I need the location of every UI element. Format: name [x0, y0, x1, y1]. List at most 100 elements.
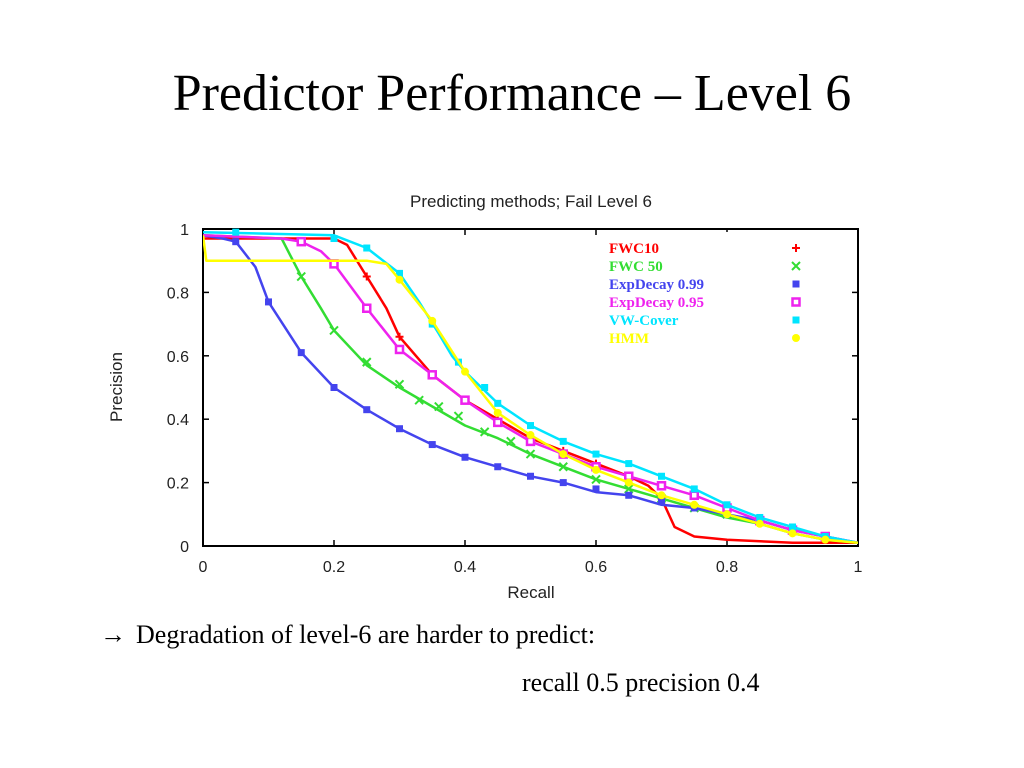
data-point-hmm	[493, 408, 502, 417]
data-point-vw-cover	[330, 235, 338, 243]
legend-label-hmm: HMM	[609, 331, 649, 347]
data-point-hmm	[690, 500, 699, 509]
data-point-expdecay-0-95	[460, 395, 470, 405]
data-point-expdecay-0-99	[265, 298, 272, 306]
data-point-fwc-50	[434, 401, 444, 412]
x-tick-label: 0	[199, 559, 208, 576]
data-point-vw-cover	[625, 460, 633, 468]
data-point-fwc-50	[296, 271, 306, 282]
x-tick-label: 0.2	[323, 559, 345, 576]
data-point-expdecay-0-99	[494, 463, 502, 471]
data-point-hmm	[428, 316, 437, 325]
legend-marker-vw-cover	[792, 316, 800, 324]
slide-title: Predictor Performance – Level 6	[172, 65, 852, 122]
y-axis-label: Precision	[107, 352, 126, 422]
data-point-fwc-50	[479, 427, 490, 437]
x-axis-label: Recall	[507, 583, 554, 602]
legend-marker-fwc10	[792, 244, 800, 252]
data-point-expdecay-0-95	[656, 481, 667, 491]
data-point-fwc-50	[414, 395, 424, 405]
data-point-fwc-50	[624, 484, 634, 494]
data-point-expdecay-0-99	[428, 441, 436, 449]
data-point-expdecay-0-95	[296, 236, 306, 247]
legend-label-expdecay-0-99: ExpDecay 0.99	[609, 277, 704, 293]
legend-marker-expdecay-0-95	[791, 297, 801, 307]
series-line-fwc-50	[203, 234, 858, 545]
x-tick-label: 0.4	[454, 559, 476, 576]
data-point-expdecay-0-99	[363, 406, 371, 414]
bullet-subtext: recall 0.5 precision 0.4	[522, 668, 760, 697]
data-point-expdecay-0-99	[330, 384, 338, 391]
bullet-text: Degradation of level-6 are harder to pre…	[136, 620, 596, 649]
series-line-expdecay-0-95	[203, 234, 858, 545]
data-point-expdecay-0-95	[493, 417, 503, 428]
data-point-fwc-50	[506, 436, 516, 447]
data-point-hmm	[624, 478, 633, 487]
data-point-fwc-50	[558, 462, 568, 472]
arrow-icon: →	[100, 620, 126, 649]
data-point-vw-cover	[690, 485, 698, 493]
y-tick-label: 1	[180, 222, 189, 239]
y-tick-label: 0.8	[167, 285, 189, 302]
data-point-expdecay-0-99	[527, 472, 534, 480]
data-point-hmm	[461, 367, 469, 376]
data-point-expdecay-0-95	[427, 370, 437, 380]
x-tick-label: 0.6	[585, 559, 607, 576]
data-point-vw-cover	[232, 228, 240, 236]
y-tick-label: 0.6	[167, 349, 189, 366]
legend-label-fwc-50: FWC 50	[609, 259, 663, 275]
series-line-hmm	[203, 235, 858, 545]
data-point-vw-cover	[494, 399, 502, 407]
data-point-expdecay-0-99	[658, 498, 665, 506]
legend-marker-hmm	[792, 334, 800, 342]
data-point-fwc-50	[329, 325, 339, 336]
data-point-hmm	[821, 535, 830, 544]
data-point-expdecay-0-99	[592, 485, 600, 493]
data-point-expdecay-0-99	[625, 491, 633, 499]
data-point-hmm	[559, 450, 568, 459]
series-line-expdecay-0-99	[203, 234, 858, 545]
data-point-fwc10	[362, 272, 371, 281]
data-point-fwc-50	[525, 449, 536, 459]
legend-background	[597, 232, 759, 342]
data-point-hmm	[657, 491, 666, 500]
plot-frame	[202, 228, 859, 547]
chart-title: Predicting methods; Fail Level 6	[410, 192, 652, 211]
y-tick-label: 0.4	[167, 412, 189, 429]
legend-label-vw-cover: VW-Cover	[609, 313, 679, 329]
data-point-vw-cover	[363, 244, 371, 252]
data-point-vw-cover	[481, 384, 489, 391]
data-point-fwc-50	[591, 474, 601, 485]
data-point-hmm	[788, 529, 797, 538]
data-point-expdecay-0-99	[461, 453, 469, 461]
plot-area: 0 0.2 0.4 0.6 0.8 1 0 0.2 0.4 0.6 0.8 1 FWC10 FWC 50 E…	[167, 222, 863, 576]
legend-label-expdecay-0-95: ExpDecay 0.95	[609, 295, 704, 311]
data-point-vw-cover	[756, 513, 764, 521]
data-point-fwc10	[395, 332, 404, 341]
data-point-expdecay-0-95	[689, 490, 699, 501]
data-point-expdecay-0-99	[297, 349, 305, 357]
data-point-hmm	[723, 510, 731, 519]
legend-marker-expdecay-0-99	[792, 280, 800, 288]
legend-marker-fwc-50	[791, 261, 801, 271]
data-point-fwc-50	[394, 379, 405, 390]
data-point-vw-cover	[527, 422, 534, 430]
data-point-expdecay-0-99	[559, 479, 567, 487]
y-tick-label: 0	[180, 539, 189, 556]
data-point-fwc-50	[362, 357, 372, 367]
data-point-expdecay-0-95	[394, 344, 405, 355]
data-point-vw-cover	[723, 501, 731, 509]
data-point-vw-cover	[789, 523, 796, 531]
data-point-vw-cover	[658, 472, 665, 480]
data-point-hmm	[755, 519, 764, 528]
data-point-hmm	[526, 431, 535, 440]
y-tick-label: 0.2	[167, 476, 189, 493]
x-tick-label: 0.8	[716, 559, 738, 576]
data-point-fwc-50	[453, 411, 464, 421]
data-point-expdecay-0-95	[362, 303, 372, 313]
data-point-hmm	[395, 275, 404, 284]
legend-label-fwc10: FWC10	[609, 241, 659, 257]
data-point-vw-cover	[592, 450, 600, 458]
series-line-fwc10	[203, 237, 858, 545]
